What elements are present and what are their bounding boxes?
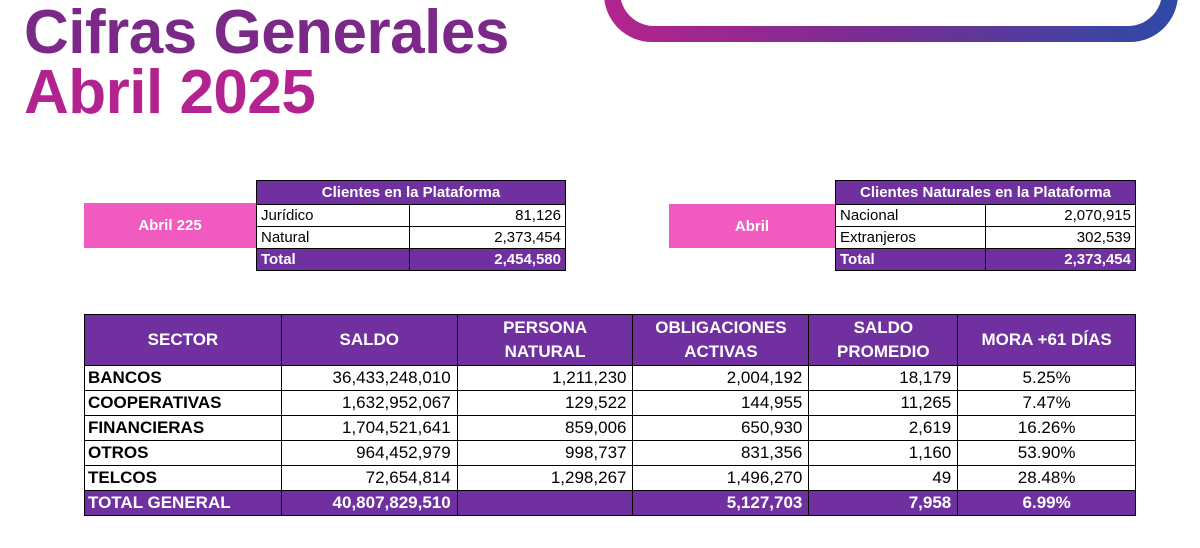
header-persona-natural: PERSONA NATURAL xyxy=(456,314,634,366)
table-row: BANCOS 36,433,248,010 1,211,230 2,004,19… xyxy=(84,365,1136,391)
table-row: Nacional 2,070,915 xyxy=(835,204,1137,227)
sector-summary-table: SECTOR SALDO PERSONA NATURAL OBLIGACIONE… xyxy=(84,314,1136,516)
sector-cell: BANCOS xyxy=(84,365,282,391)
table-row: TELCOS 72,654,814 1,298,267 1,496,270 49… xyxy=(84,465,1136,491)
header-mora: MORA +61 DÍAS xyxy=(957,314,1136,366)
obligaciones-cell: 2,004,192 xyxy=(632,365,810,391)
saldo-promedio-cell: 1,160 xyxy=(808,440,959,466)
row-value: 302,539 xyxy=(984,226,1137,249)
sector-cell: FINANCIERAS xyxy=(84,415,282,441)
sector-cell: TELCOS xyxy=(84,465,282,491)
total-value: 2,454,580 xyxy=(409,248,566,271)
saldo-cell: 964,452,979 xyxy=(280,440,458,466)
table-row: FINANCIERAS 1,704,521,641 859,006 650,93… xyxy=(84,415,1136,441)
mora-cell: 53.90% xyxy=(957,440,1136,466)
table-row: OTROS 964,452,979 998,737 831,356 1,160 … xyxy=(84,440,1136,466)
table-header: Clientes en la Plataforma xyxy=(256,180,566,205)
mora-cell: 16.26% xyxy=(957,415,1136,441)
saldo-promedio-cell: 2,619 xyxy=(808,415,959,441)
row-value: 81,126 xyxy=(409,204,566,227)
total-label: Total xyxy=(835,248,986,271)
total-persona-natural-cell xyxy=(456,490,634,516)
persona-natural-cell: 859,006 xyxy=(456,415,634,441)
obligaciones-cell: 831,356 xyxy=(632,440,810,466)
persona-natural-cell: 1,298,267 xyxy=(456,465,634,491)
total-label-cell: TOTAL GENERAL xyxy=(84,490,282,516)
header-saldo-promedio: SALDO PROMEDIO xyxy=(808,314,959,366)
obligaciones-cell: 1,496,270 xyxy=(632,465,810,491)
row-label: Nacional xyxy=(835,204,986,227)
persona-natural-cell: 1,211,230 xyxy=(456,365,634,391)
natural-clients-period-label: Abril xyxy=(669,204,835,248)
header-obligaciones-activas: OBLIGACIONES ACTIVAS xyxy=(632,314,810,366)
total-obligaciones-cell: 5,127,703 xyxy=(632,490,810,516)
obligaciones-cell: 144,955 xyxy=(632,390,810,416)
total-mora-cell: 6.99% xyxy=(957,490,1136,516)
obligaciones-cell: 650,930 xyxy=(632,415,810,441)
saldo-cell: 36,433,248,010 xyxy=(280,365,458,391)
saldo-promedio-cell: 49 xyxy=(808,465,959,491)
total-value: 2,373,454 xyxy=(984,248,1137,271)
page-title: Cifras Generales xyxy=(24,0,509,67)
row-value: 2,070,915 xyxy=(984,204,1137,227)
sector-cell: OTROS xyxy=(84,440,282,466)
total-row: TOTAL GENERAL 40,807,829,510 5,127,703 7… xyxy=(84,490,1136,516)
row-label: Jurídico xyxy=(255,204,411,227)
row-value: 2,373,454 xyxy=(409,226,566,249)
sector-cell: COOPERATIVAS xyxy=(84,390,282,416)
saldo-promedio-cell: 18,179 xyxy=(808,365,959,391)
mora-cell: 5.25% xyxy=(957,365,1136,391)
clients-period-label: Abril 225 xyxy=(84,203,256,248)
saldo-cell: 1,704,521,641 xyxy=(280,415,458,441)
row-label: Natural xyxy=(255,226,411,249)
table-header-row: SECTOR SALDO PERSONA NATURAL OBLIGACIONE… xyxy=(84,314,1136,366)
mora-cell: 7.47% xyxy=(957,390,1136,416)
total-row: Total 2,373,454 xyxy=(835,248,1137,271)
persona-natural-cell: 129,522 xyxy=(456,390,634,416)
table-row: Extranjeros 302,539 xyxy=(835,226,1137,249)
total-row: Total 2,454,580 xyxy=(255,248,566,271)
total-saldo-promedio-cell: 7,958 xyxy=(808,490,959,516)
table-row: Natural 2,373,454 xyxy=(255,226,566,249)
natural-clients-table: Clientes Naturales en la Plataforma Naci… xyxy=(835,180,1137,271)
header-sector: SECTOR xyxy=(84,314,282,366)
saldo-cell: 1,632,952,067 xyxy=(280,390,458,416)
row-label: Extranjeros xyxy=(835,226,986,249)
table-header: Clientes Naturales en la Plataforma xyxy=(835,180,1136,205)
saldo-promedio-cell: 11,265 xyxy=(808,390,959,416)
clients-platform-table: Clientes en la Plataforma Jurídico 81,12… xyxy=(255,180,566,271)
page-subtitle-date: Abril 2025 xyxy=(24,58,316,127)
decorative-frame-inner xyxy=(620,0,1162,26)
total-saldo-cell: 40,807,829,510 xyxy=(280,490,458,516)
table-row: COOPERATIVAS 1,632,952,067 129,522 144,9… xyxy=(84,390,1136,416)
persona-natural-cell: 998,737 xyxy=(456,440,634,466)
header-saldo: SALDO xyxy=(280,314,458,366)
table-row: Jurídico 81,126 xyxy=(255,204,566,227)
mora-cell: 28.48% xyxy=(957,465,1136,491)
total-label: Total xyxy=(255,248,411,271)
saldo-cell: 72,654,814 xyxy=(280,465,458,491)
